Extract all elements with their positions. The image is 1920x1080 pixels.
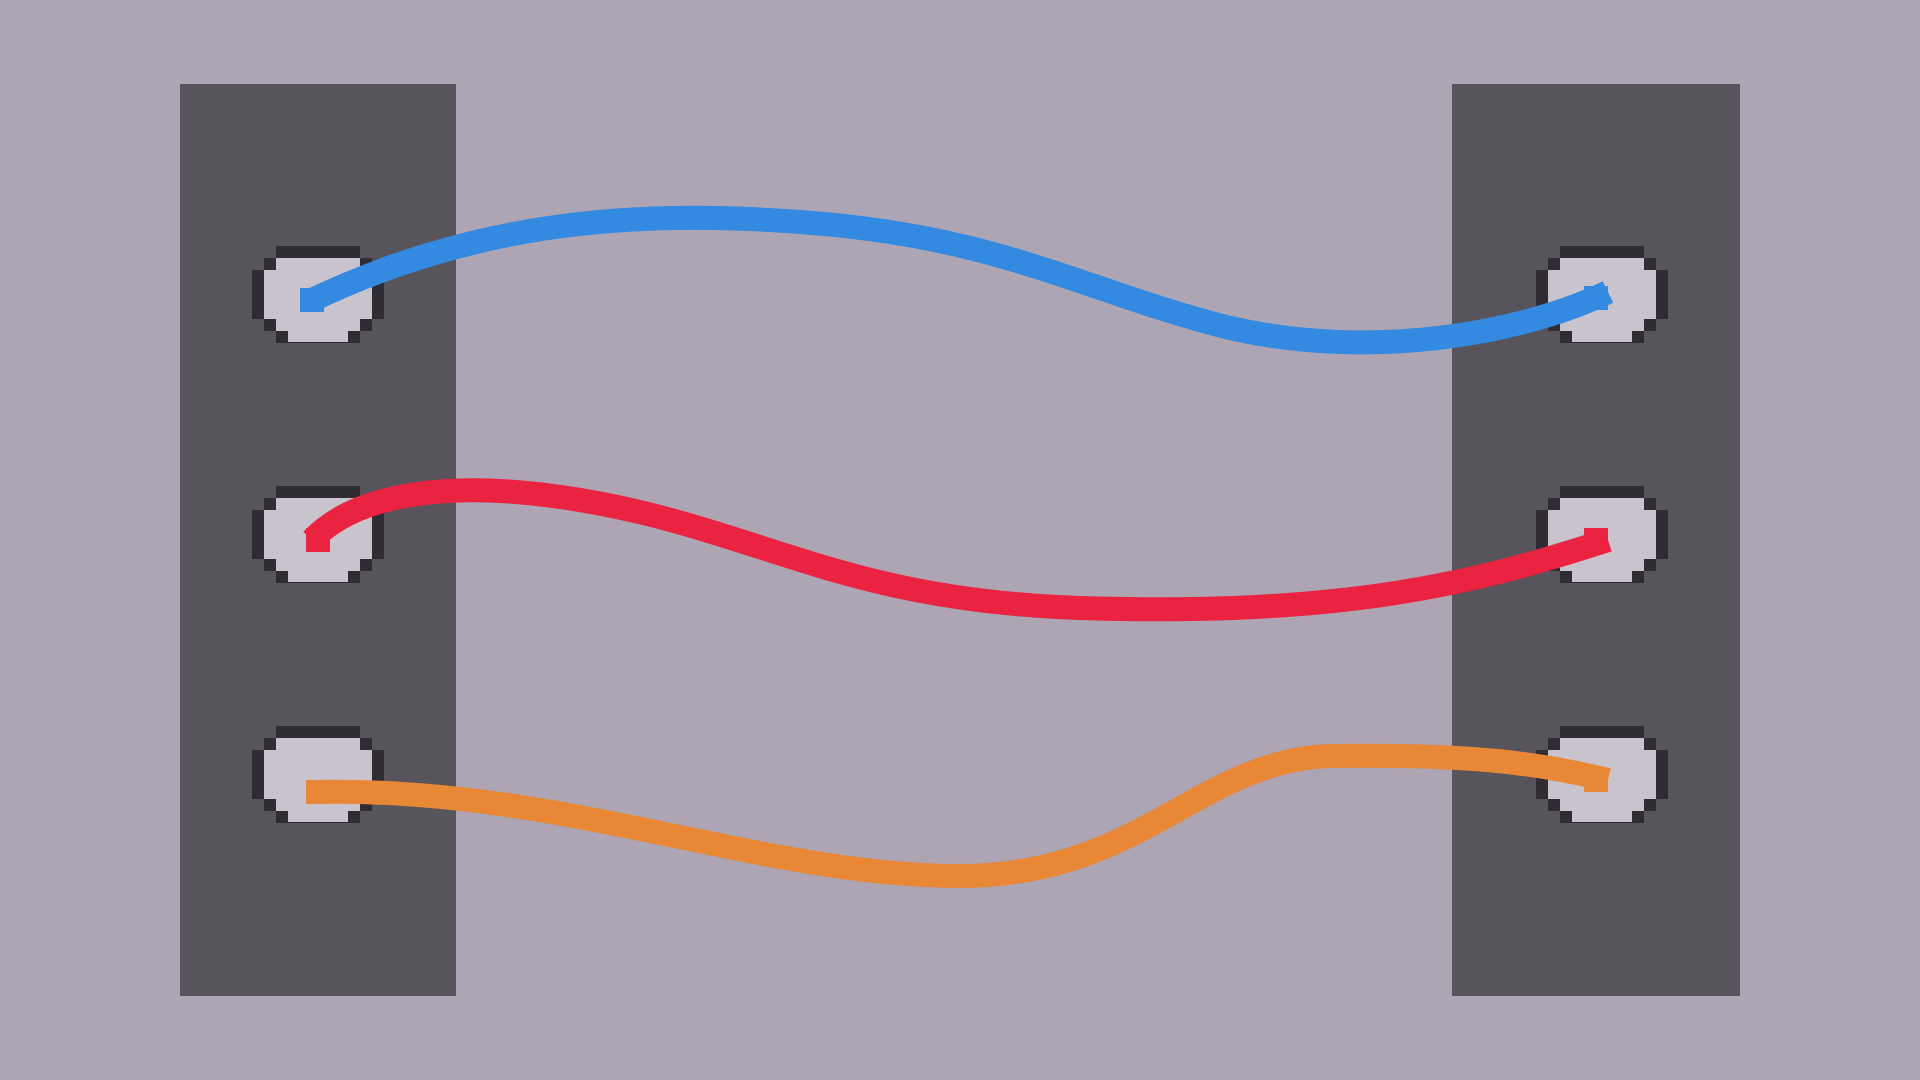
blue-wire-end-right[interactable] (1584, 286, 1608, 310)
red-wire-end-left[interactable] (306, 528, 330, 552)
orange-wire[interactable] (311, 743, 1611, 889)
red-wire-end-right[interactable] (1584, 528, 1608, 552)
orange-wire-end-left[interactable] (306, 780, 330, 804)
red-wire[interactable] (303, 478, 1612, 622)
left-port-3[interactable] (252, 726, 384, 823)
blue-wire[interactable] (306, 205, 1614, 355)
wires (300, 205, 1614, 889)
orange-wire-end-right[interactable] (1584, 768, 1608, 792)
blue-wire-end-left[interactable] (300, 288, 324, 312)
